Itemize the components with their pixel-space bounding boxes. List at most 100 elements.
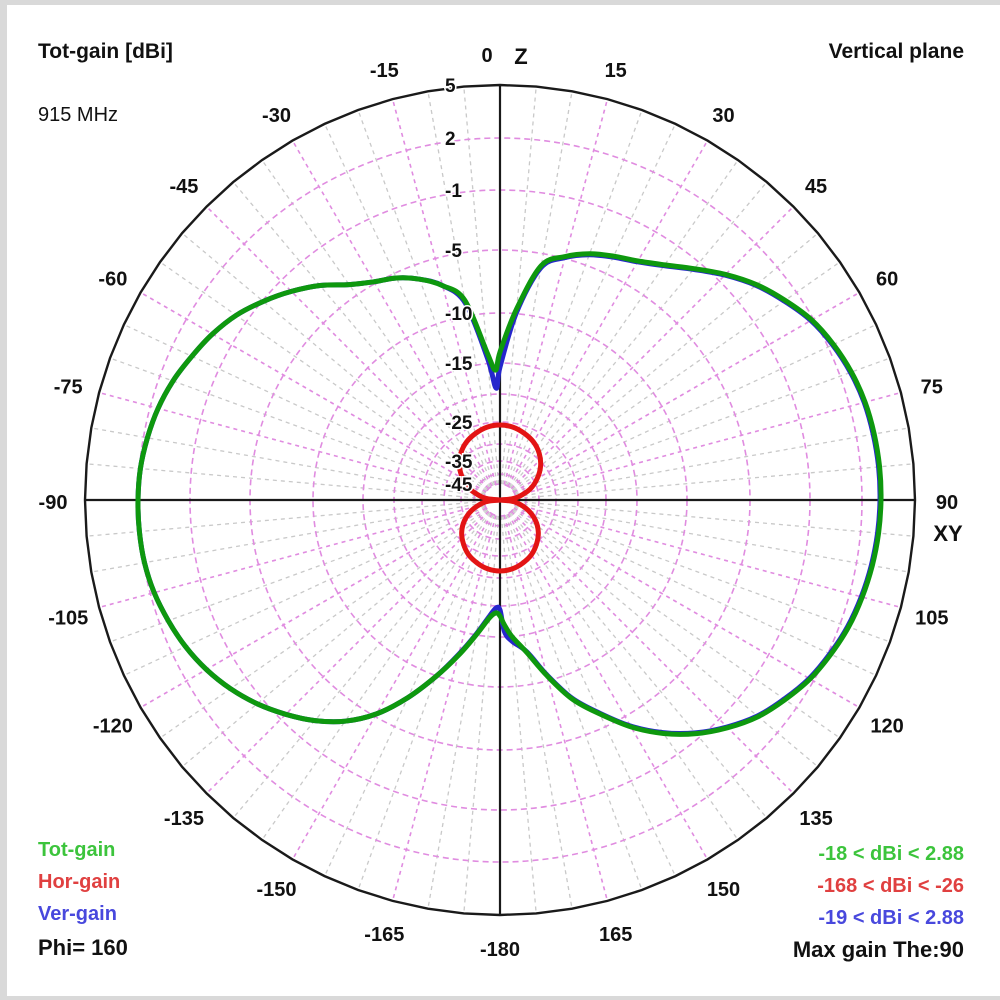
grid-spoke-minor xyxy=(509,511,768,819)
grid-spoke-minor xyxy=(86,500,485,537)
angle-tick-label: -45 xyxy=(169,176,198,198)
radial-tick-label: -10 xyxy=(445,304,472,325)
grid-spoke-minor xyxy=(91,427,485,498)
grid-spoke-major xyxy=(513,507,860,709)
grid-spoke-minor xyxy=(109,357,486,496)
angle-tick-label: -75 xyxy=(54,376,83,398)
grid-spoke-minor xyxy=(427,91,498,485)
grid-spoke-minor xyxy=(159,508,488,739)
grid-spoke-minor xyxy=(515,500,914,537)
grid-spoke-major xyxy=(98,503,485,609)
grid-spoke-minor xyxy=(504,109,643,486)
angle-tick-label: 0 xyxy=(481,45,492,67)
grid-spoke-minor xyxy=(232,181,491,489)
grid-spoke-minor xyxy=(357,514,496,891)
grid-spoke-minor xyxy=(502,91,573,485)
ver-gain-range: -19 < dBi < 2.88 xyxy=(818,907,964,929)
grid-spoke-minor xyxy=(515,502,909,573)
tot-gain-range: -18 < dBi < 2.88 xyxy=(818,843,964,865)
legend-item-ver-gain: Ver-gain xyxy=(38,903,117,925)
radial-tick-label: -35 xyxy=(445,452,473,473)
grid-spoke-minor xyxy=(427,515,498,909)
grid-spoke-minor xyxy=(91,502,485,573)
window-edge-top xyxy=(0,0,1000,5)
grid-spoke-major xyxy=(291,513,493,860)
angle-tick-label: 135 xyxy=(799,808,832,830)
angle-tick-label: -120 xyxy=(93,716,133,738)
grid-spoke-minor xyxy=(159,261,488,492)
grid-spoke-minor xyxy=(502,515,573,909)
grid-spoke-minor xyxy=(357,109,496,486)
grid-spoke-minor xyxy=(515,427,909,498)
grid-spoke-minor xyxy=(86,463,485,500)
radial-tick-label: -1 xyxy=(445,181,462,202)
grid-spoke-minor xyxy=(324,514,494,877)
grid-spoke-major xyxy=(503,515,609,902)
plane-title: Vertical plane xyxy=(828,40,964,63)
legend-item-tot-gain: Tot-gain xyxy=(38,839,116,861)
angle-tick-label: -165 xyxy=(364,924,404,946)
grid-spoke-minor xyxy=(514,324,877,494)
tot-gain-curve xyxy=(135,251,884,737)
grid-spoke-minor xyxy=(511,509,819,768)
grid-spoke-minor xyxy=(504,514,643,891)
grid-spokes xyxy=(86,86,914,914)
frequency-label: 915 MHz xyxy=(38,104,119,126)
grid-spoke-major xyxy=(98,391,485,497)
grid-spoke-minor xyxy=(463,515,500,914)
grid-spoke-minor xyxy=(506,514,676,877)
grid-spoke-major xyxy=(510,205,795,490)
angle-tick-label: -90 xyxy=(39,492,68,514)
grid-spoke-major xyxy=(503,98,609,485)
angle-tick-label: 15 xyxy=(605,60,627,82)
grid-spoke-major xyxy=(205,510,490,795)
grid-spoke-minor xyxy=(512,261,841,492)
radial-tick-label: -15 xyxy=(445,354,473,375)
hor-gain-curve xyxy=(456,422,544,574)
angle-tick-label: 150 xyxy=(707,879,740,901)
window-edge-bottom xyxy=(0,996,1000,1000)
max-gain-label: Max gain The:90 xyxy=(792,937,964,962)
legend-item-hor-gain: Hor-gain xyxy=(38,871,121,893)
angle-tick-label: 30 xyxy=(712,105,734,127)
grid-spoke-major xyxy=(140,507,487,709)
grid-spoke-minor xyxy=(509,181,768,489)
xy-plane-marker: XY xyxy=(933,521,963,546)
grid-spoke-major xyxy=(391,98,497,485)
hor-gain-range: -168 < dBi < -26 xyxy=(817,875,964,897)
radial-tick-label: 2 xyxy=(445,129,456,150)
grid-spoke-minor xyxy=(511,232,819,491)
grid-spoke-major xyxy=(513,291,860,493)
grid-spoke-minor xyxy=(123,324,486,494)
angle-tick-label: 75 xyxy=(921,376,943,398)
angle-tick-label: -15 xyxy=(370,60,399,82)
grid-spoke-minor xyxy=(514,504,891,643)
grid-spoke-major xyxy=(140,291,487,493)
grid-spoke-minor xyxy=(506,123,676,486)
grid-spoke-minor xyxy=(514,357,891,496)
page-title: Tot-gain [dBi] xyxy=(38,40,173,63)
angle-tick-labels: 0153045607590105120135150165-180-15-30-4… xyxy=(39,45,959,961)
grid-spoke-minor xyxy=(508,512,739,841)
radial-tick-label: 5 xyxy=(445,76,456,97)
angle-tick-label: -105 xyxy=(48,608,88,630)
angle-tick-label: 165 xyxy=(599,924,632,946)
grid-spoke-major xyxy=(507,140,709,487)
angle-tick-label: -30 xyxy=(262,105,291,127)
angle-tick-label: -180 xyxy=(480,939,520,961)
grid-spoke-major xyxy=(291,140,493,487)
grid-spoke-major xyxy=(515,391,902,497)
angle-tick-label: 90 xyxy=(936,492,958,514)
grid-spoke-major xyxy=(510,510,795,795)
angle-tick-label: -60 xyxy=(98,269,127,291)
grid-spoke-minor xyxy=(261,159,492,488)
angle-tick-label: 120 xyxy=(870,716,903,738)
grid-spoke-minor xyxy=(232,511,491,819)
angle-tick-label: -135 xyxy=(164,808,204,830)
radial-tick-label: -5 xyxy=(445,241,462,262)
grid-spoke-minor xyxy=(123,506,486,676)
grid-spoke-major xyxy=(515,503,902,609)
angle-tick-label: 105 xyxy=(915,608,948,630)
